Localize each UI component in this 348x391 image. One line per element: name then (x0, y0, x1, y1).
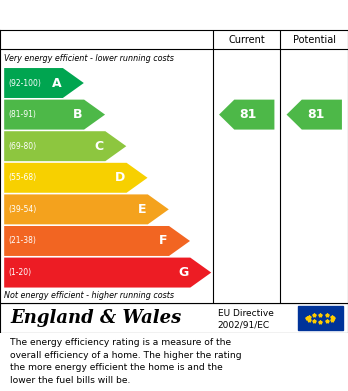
Text: A: A (52, 77, 61, 90)
Text: Potential: Potential (293, 34, 336, 45)
Text: Not energy efficient - higher running costs: Not energy efficient - higher running co… (4, 291, 174, 300)
Text: F: F (159, 235, 167, 248)
Text: Energy Efficiency Rating: Energy Efficiency Rating (69, 7, 279, 22)
Text: (92-100): (92-100) (8, 79, 41, 88)
Text: G: G (178, 266, 189, 279)
Polygon shape (4, 258, 211, 287)
Text: (69-80): (69-80) (8, 142, 37, 151)
Polygon shape (4, 68, 84, 98)
Text: (21-38): (21-38) (8, 237, 36, 246)
Bar (298, 307, 343, 330)
Polygon shape (4, 100, 105, 129)
Text: (1-20): (1-20) (8, 268, 31, 277)
Polygon shape (4, 226, 190, 256)
Polygon shape (4, 131, 126, 161)
Text: England & Wales: England & Wales (10, 309, 182, 327)
Polygon shape (4, 194, 169, 224)
Text: B: B (73, 108, 82, 121)
Text: (81-91): (81-91) (8, 110, 36, 119)
Polygon shape (219, 100, 275, 129)
Text: EU Directive: EU Directive (218, 309, 274, 318)
Text: 81: 81 (307, 108, 324, 121)
Polygon shape (4, 163, 148, 193)
Text: Current: Current (228, 34, 265, 45)
Text: The energy efficiency rating is a measure of the
overall efficiency of a home. T: The energy efficiency rating is a measur… (10, 338, 242, 385)
Text: E: E (137, 203, 146, 216)
Text: (55-68): (55-68) (8, 173, 37, 182)
Text: Very energy efficient - lower running costs: Very energy efficient - lower running co… (4, 54, 174, 63)
Text: C: C (94, 140, 104, 153)
Text: (39-54): (39-54) (8, 205, 37, 214)
Text: D: D (114, 171, 125, 184)
Text: 81: 81 (239, 108, 256, 121)
Polygon shape (286, 100, 342, 129)
Text: 2002/91/EC: 2002/91/EC (218, 320, 270, 329)
